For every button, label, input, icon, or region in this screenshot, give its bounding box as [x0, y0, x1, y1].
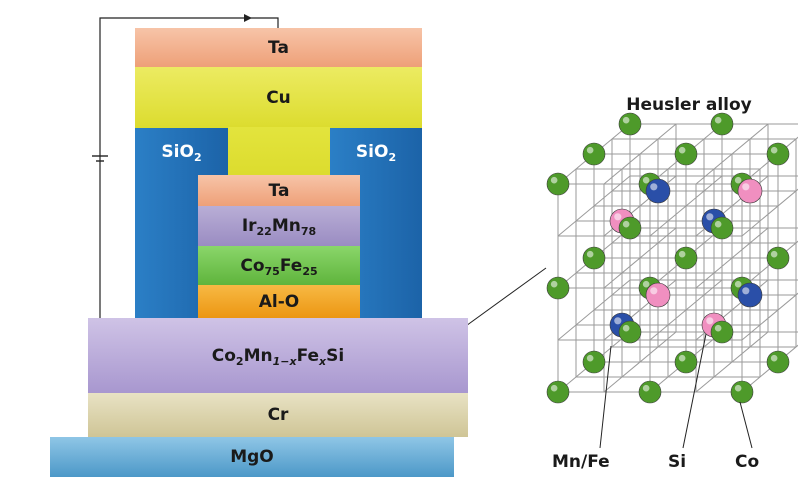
cu-via	[228, 127, 330, 175]
cu-top-layer: Cu	[135, 67, 422, 128]
atom-highlight	[706, 213, 714, 221]
alo-layer: Al-O	[198, 285, 360, 318]
heusler-alloy-title: Heusler alloy	[626, 95, 752, 115]
atom-highlight	[742, 183, 750, 191]
atom-highlight	[714, 116, 722, 124]
atom-highlight	[714, 220, 722, 228]
atom-highlight	[642, 384, 650, 392]
co-atom	[710, 112, 734, 136]
cu-label: Cu	[266, 87, 291, 108]
atom-highlight	[650, 287, 658, 295]
atom-highlight	[678, 354, 686, 362]
sio2-left-label: SiO2	[161, 142, 202, 164]
ta-top-layer: Ta	[135, 28, 422, 67]
co-atom	[674, 246, 698, 270]
atom-highlight	[678, 250, 686, 258]
mnfe-legend-label: Mn/Fe	[552, 452, 610, 472]
atom-highlight	[586, 146, 594, 154]
co-atom	[546, 380, 570, 404]
alo-label: Al-O	[258, 291, 300, 312]
mgo-label: MgO	[230, 447, 274, 467]
ta-top-label: Ta	[268, 37, 289, 58]
current-arrow-icon	[244, 14, 252, 22]
co-atom	[766, 350, 790, 374]
cr-label: Cr	[267, 405, 289, 425]
si-atom	[737, 282, 763, 308]
atom-highlight	[642, 176, 650, 184]
atom-highlight	[614, 213, 622, 221]
lattice-line	[741, 188, 798, 237]
atom-highlight	[650, 183, 658, 191]
sio2-right-label: SiO2	[355, 142, 397, 164]
atom-highlight	[622, 116, 630, 124]
atom-highlight	[586, 354, 594, 362]
atom-highlight	[642, 280, 650, 288]
co-atom	[730, 380, 754, 404]
co-atom	[766, 142, 790, 166]
co-atom	[618, 216, 642, 240]
atom-highlight	[734, 176, 742, 184]
irmn-label: Ir22Mn78	[241, 216, 317, 238]
atom-highlight	[550, 384, 558, 392]
mnfe-atom	[737, 178, 763, 204]
atom-highlight	[678, 146, 686, 154]
mnfe-leader-line	[599, 345, 612, 449]
co-atom	[546, 276, 570, 300]
irmn-layer: Ir22Mn78	[198, 206, 360, 246]
heusler-layer: Co2Mn1−xFexSi	[88, 318, 468, 393]
atom-highlight	[550, 176, 558, 184]
si-leader-line	[682, 333, 707, 449]
ta-mid-label: Ta	[268, 180, 290, 201]
co-atom	[582, 246, 606, 270]
co-atom	[546, 172, 570, 196]
co-atom	[638, 380, 662, 404]
atom-highlight	[770, 146, 778, 154]
atom-highlight	[734, 384, 742, 392]
co-atom	[618, 320, 642, 344]
atom-highlight	[770, 250, 778, 258]
cofe-layer: Co75Fe25	[198, 246, 360, 285]
co-atom	[582, 350, 606, 374]
cr-layer: Cr	[88, 393, 468, 437]
atom-highlight	[614, 317, 622, 325]
mgo-substrate: MgO	[50, 437, 454, 477]
atom-highlight	[714, 324, 722, 332]
mnfe-atom	[645, 282, 671, 308]
si-atom	[645, 178, 671, 204]
cofe-label: Co75Fe25	[240, 255, 318, 278]
atom-highlight	[770, 354, 778, 362]
atom-highlight	[550, 280, 558, 288]
atom-highlight	[622, 220, 630, 228]
co-atom	[766, 246, 790, 270]
atom-highlight	[586, 250, 594, 258]
atom-highlight	[734, 280, 742, 288]
atom-highlight	[622, 324, 630, 332]
co-atom	[710, 320, 734, 344]
co-atom	[674, 350, 698, 374]
co-atom	[710, 216, 734, 240]
co-atom	[674, 142, 698, 166]
si-legend-label: Si	[668, 452, 687, 472]
co-legend-label: Co	[735, 452, 760, 472]
co-leader-line	[739, 401, 753, 449]
co-atom	[582, 142, 606, 166]
circuit-wire	[99, 17, 279, 318]
atom-highlight	[706, 317, 714, 325]
co-atom	[618, 112, 642, 136]
atom-highlight	[742, 287, 750, 295]
lattice-line	[695, 227, 769, 289]
ta-mid-layer: Ta	[198, 175, 360, 206]
heusler-formula-label: Co2Mn1−xFexSi	[211, 345, 345, 368]
